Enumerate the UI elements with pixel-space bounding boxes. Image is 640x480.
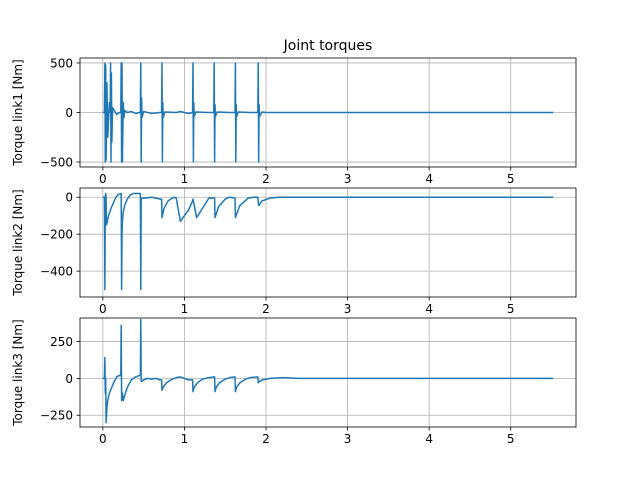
subplot-2: 0 1 2 3 4 5 −400 −200 0 Torque link2 [Nm] — [11, 187, 577, 316]
y-tick-label: −200 — [40, 228, 73, 242]
x-tick-label: 3 — [344, 432, 352, 446]
y-tick-label: −400 — [40, 265, 73, 279]
y-axis-label: Torque link1 [Nm] — [11, 59, 25, 166]
x-tick-label: 0 — [99, 172, 107, 186]
x-tick-label: 3 — [344, 172, 352, 186]
x-tick-label: 2 — [262, 432, 270, 446]
x-tick-label: 4 — [425, 432, 433, 446]
x-tick-label: 0 — [99, 302, 107, 316]
x-tick-label: 1 — [181, 172, 189, 186]
x-tick-label: 1 — [181, 302, 189, 316]
y-axis-label: Torque link3 [Nm] — [11, 319, 25, 426]
x-tick-label: 3 — [344, 302, 352, 316]
y-tick-label: 250 — [50, 335, 73, 349]
y-tick-label: 500 — [50, 56, 73, 70]
y-tick-label: −500 — [40, 156, 73, 170]
subplot-1: 0 1 2 3 4 5 −500 0 500 Torque link1 [Nm] — [11, 56, 577, 186]
y-tick-label: −250 — [40, 409, 73, 423]
y-tick-label: 0 — [65, 372, 73, 386]
axes-frame — [79, 317, 577, 428]
y-tick-label: 0 — [65, 106, 73, 120]
x-tick-label: 5 — [507, 172, 515, 186]
y-axis-label: Torque link2 [Nm] — [11, 189, 25, 296]
x-tick-label: 4 — [425, 302, 433, 316]
x-tick-label: 0 — [99, 432, 107, 446]
axes-frame — [79, 57, 577, 168]
x-tick-label: 1 — [181, 432, 189, 446]
series-line-1 — [102, 318, 554, 424]
series-line-1 — [102, 192, 554, 291]
x-tick-label: 4 — [425, 172, 433, 186]
series-line-1 — [102, 62, 554, 163]
x-tick-label: 2 — [262, 172, 270, 186]
axes-frame — [79, 187, 577, 298]
y-tick-label: 0 — [65, 191, 73, 205]
chart-title: Joint torques — [283, 38, 373, 54]
x-tick-label: 2 — [262, 302, 270, 316]
subplot-3: 0 1 2 3 4 5 −250 0 250 Torque link3 [Nm] — [11, 317, 577, 446]
x-tick-label: 5 — [507, 302, 515, 316]
x-tick-label: 5 — [507, 432, 515, 446]
